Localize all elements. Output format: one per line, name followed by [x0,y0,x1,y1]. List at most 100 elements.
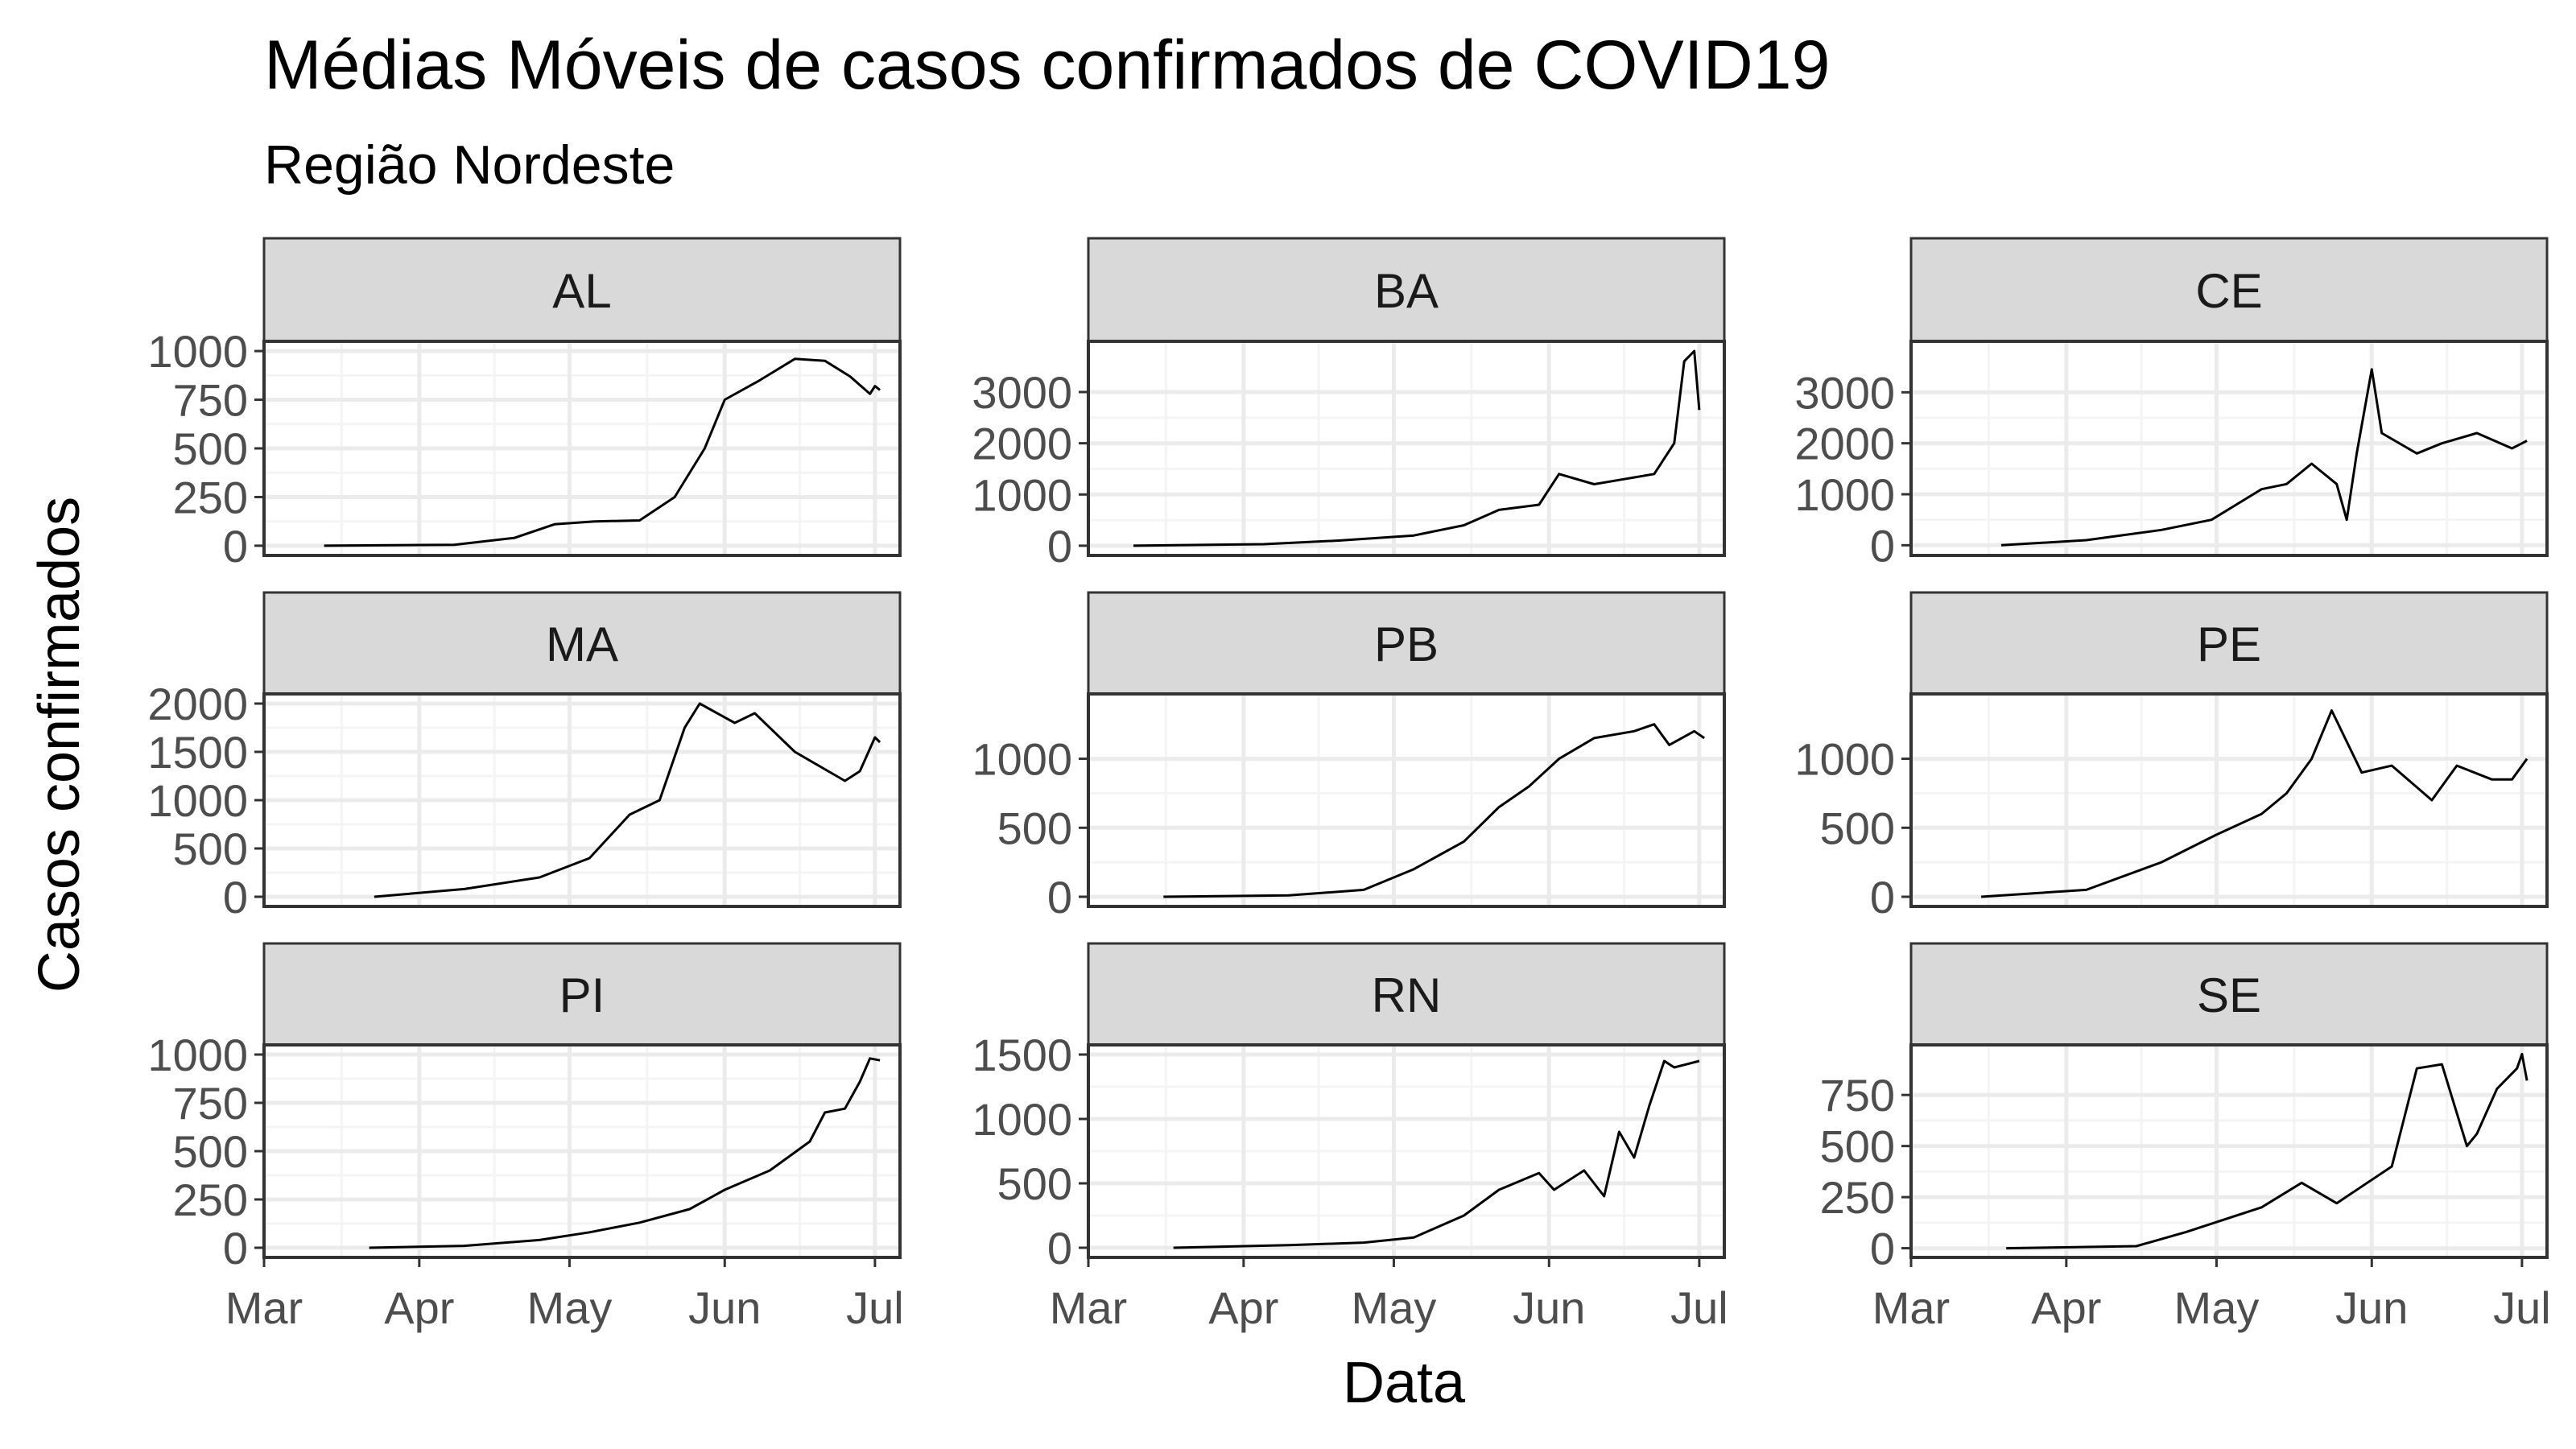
y-tick-label: 500 [997,1158,1072,1209]
y-tick-label: 1500 [972,1030,1072,1080]
series-line [369,1057,881,1249]
panel-background [1911,341,2547,555]
panel-border [1087,692,1726,908]
panel-border [262,1043,902,1259]
y-tick-label: 1000 [972,1094,1072,1145]
strip-background [1087,237,1726,343]
x-tick-label: Mar [225,1282,303,1333]
x-tick-label: Jun [688,1282,761,1333]
panel-background [1911,694,2547,906]
y-tick-label: 750 [1820,1070,1895,1121]
y-tick-label: 1000 [147,326,248,377]
y-tick-label: 0 [1870,520,1895,571]
x-axis-label: Data [1343,1351,1466,1415]
series-line [374,702,881,898]
y-tick-label: 1000 [147,775,248,826]
x-tick-label: Mar [1872,1282,1950,1333]
x-tick-label: May [1352,1282,1437,1333]
y-tick-label: 0 [223,872,248,923]
y-tick-label: 750 [173,1078,248,1129]
panel-pb: PB 0 500 1000 [972,591,1726,923]
x-tick-label: Apr [2031,1282,2101,1333]
series-line [2006,1052,2529,1250]
series-line [1163,723,1705,898]
series-line [1133,349,1701,547]
strip-background [1909,942,2549,1046]
panel-background [1088,341,1724,555]
strip-label: BA [1374,264,1439,318]
strip-label: PI [559,968,605,1022]
y-tick-label: 0 [1870,872,1895,923]
x-tick-label: Jun [1513,1282,1585,1333]
y-tick-label: 1000 [972,734,1072,785]
x-tick-label: May [527,1282,613,1333]
x-tick-label: Jul [846,1282,904,1333]
y-tick-label: 250 [173,1174,248,1225]
strip-background [262,942,902,1046]
chart-title: Médias Móveis de casos confirmados de CO… [264,27,1830,104]
panel-background [1088,694,1724,906]
strip-label: PB [1374,617,1439,671]
strip-label: SE [2197,968,2261,1022]
y-tick-label: 0 [1047,521,1072,572]
x-tick-label: May [2174,1282,2260,1333]
y-tick-label: 0 [1870,1224,1895,1274]
chart-subtitle: Região Nordeste [264,134,675,196]
y-tick-label: 0 [223,1223,248,1274]
strip-background [262,237,902,343]
panel-border [262,340,902,557]
strip-label: CE [2195,264,2262,318]
y-tick-label: 250 [1820,1172,1895,1223]
y-tick-label: 500 [173,423,248,474]
y-tick-label: 3000 [972,367,1072,418]
x-tick-label: Jul [1670,1282,1728,1333]
strip-background [262,591,902,696]
panel-border [1909,340,2549,557]
panel-background [1911,1045,2547,1257]
y-tick-label: 1000 [1794,469,1895,520]
y-tick-label: 1000 [1794,734,1895,785]
series-line [324,357,881,547]
x-tick-label: Jul [2493,1282,2551,1333]
y-tick-label: 2000 [1794,419,1895,469]
y-tick-label: 0 [1047,872,1072,923]
panel-pe: PE 0 500 1000 [1794,591,2549,923]
y-tick-label: 750 [173,375,248,426]
panel-border [1909,692,2549,908]
y-tick-label: 500 [1820,1121,1895,1172]
y-tick-label: 0 [223,521,248,572]
strip-background [1087,591,1726,696]
y-tick-label: 0 [1047,1223,1072,1274]
strip-background [1909,591,2549,696]
y-tick-label: 2000 [972,419,1072,469]
y-tick-label: 500 [997,803,1072,853]
strip-background [1087,942,1726,1046]
y-tick-label: 1000 [147,1030,248,1080]
y-tick-label: 250 [173,472,248,522]
series-line [1173,1059,1700,1249]
x-tick-label: Mar [1050,1282,1127,1333]
panel-border [1087,1043,1726,1259]
y-tick-label: 500 [1820,803,1895,853]
strip-label: RN [1372,968,1442,1022]
y-tick-label: 2000 [147,679,248,729]
series-line [1981,709,2529,898]
strip-label: MA [546,617,618,671]
panel-rn: RN 0 500 1000 1500 Mar Apr May Jun Jul [972,942,1728,1333]
panel-border [1909,1043,2549,1259]
y-tick-label: 1000 [972,469,1072,520]
strip-background [1909,237,2549,343]
y-axis-label: Casos confirmados [27,497,92,993]
y-tick-label: 500 [173,824,248,874]
x-tick-label: Apr [384,1282,454,1333]
series-line [2000,368,2528,547]
panel-border [262,692,902,908]
x-tick-label: Jun [2335,1282,2408,1333]
panel-border [1087,340,1726,557]
